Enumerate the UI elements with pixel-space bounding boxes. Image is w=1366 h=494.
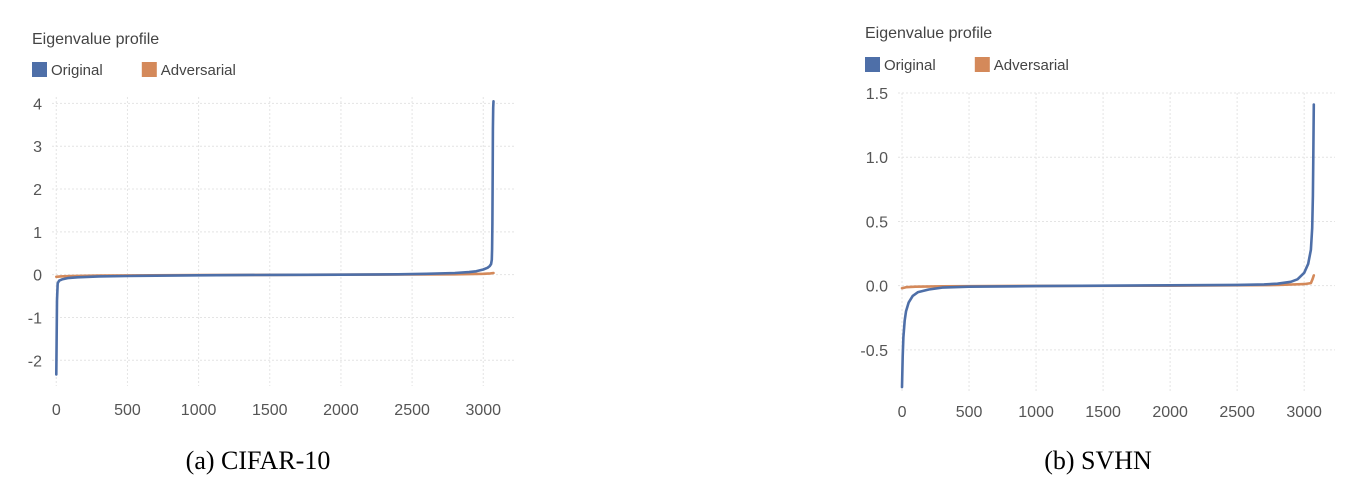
series-line-original (900, 103, 1316, 389)
x-tick-label: 1500 (252, 402, 288, 419)
y-tick-label: -1 (28, 310, 42, 327)
y-tick-label: 1.0 (866, 150, 888, 167)
chart-title: Eigenvalue profile (32, 31, 159, 48)
y-tick-label: -0.5 (860, 343, 888, 360)
y-tick-label: 3 (33, 139, 42, 156)
chart-title: Eigenvalue profile (865, 25, 992, 42)
x-tick-label: 2500 (1219, 404, 1255, 421)
y-tick-label: 4 (33, 96, 42, 113)
x-tick-label: 2500 (394, 402, 430, 419)
x-tick-label: 3000 (1286, 404, 1322, 421)
legend-label-original: Original (884, 57, 936, 74)
caption-cifar10: (a) CIFAR-10 (185, 446, 331, 475)
x-tick-label: 2000 (1152, 404, 1188, 421)
y-tick-label: 2 (33, 182, 42, 199)
x-tick-label: 1000 (181, 402, 217, 419)
legend-swatch-original (32, 62, 47, 77)
x-tick-label: 500 (114, 402, 141, 419)
x-tick-label: 1500 (1085, 404, 1121, 421)
y-tick-label: 1.5 (866, 86, 888, 103)
chart-svhn: Eigenvalue profile Original Adversarial -0.… (860, 25, 1335, 421)
figure-cifar10: Eigenvalue profile Original Adversarial -2 -… (28, 31, 516, 419)
chart-cifar10: Eigenvalue profile Original Adversarial -2 -… (28, 31, 516, 419)
x-tick-label: 0 (898, 404, 907, 421)
y-tick-label: 0 (33, 268, 42, 285)
legend-label-original: Original (51, 62, 103, 79)
y-tick-label: 0.5 (866, 214, 888, 231)
y-tick-label: 1 (33, 225, 42, 242)
x-tick-label: 500 (956, 404, 983, 421)
y-tick-label: 0.0 (866, 279, 888, 296)
legend-swatch-adversarial (974, 57, 990, 72)
x-tick-label: 0 (52, 402, 61, 419)
x-tick-label: 1000 (1018, 404, 1054, 421)
legend-swatch-original (865, 57, 880, 72)
x-tick-label: 3000 (465, 402, 501, 419)
legend-label-adversarial: Adversarial (161, 62, 236, 79)
legend-swatch-adversarial (141, 62, 157, 77)
series-line-original (55, 100, 495, 376)
legend-label-adversarial: Adversarial (994, 57, 1069, 74)
y-tick-label: -2 (28, 353, 42, 370)
figure-svhn: Eigenvalue profile Original Adversarial -0.… (683, 0, 1366, 494)
caption-svhn: (b) SVHN (1044, 446, 1152, 475)
x-tick-label: 2000 (323, 402, 359, 419)
